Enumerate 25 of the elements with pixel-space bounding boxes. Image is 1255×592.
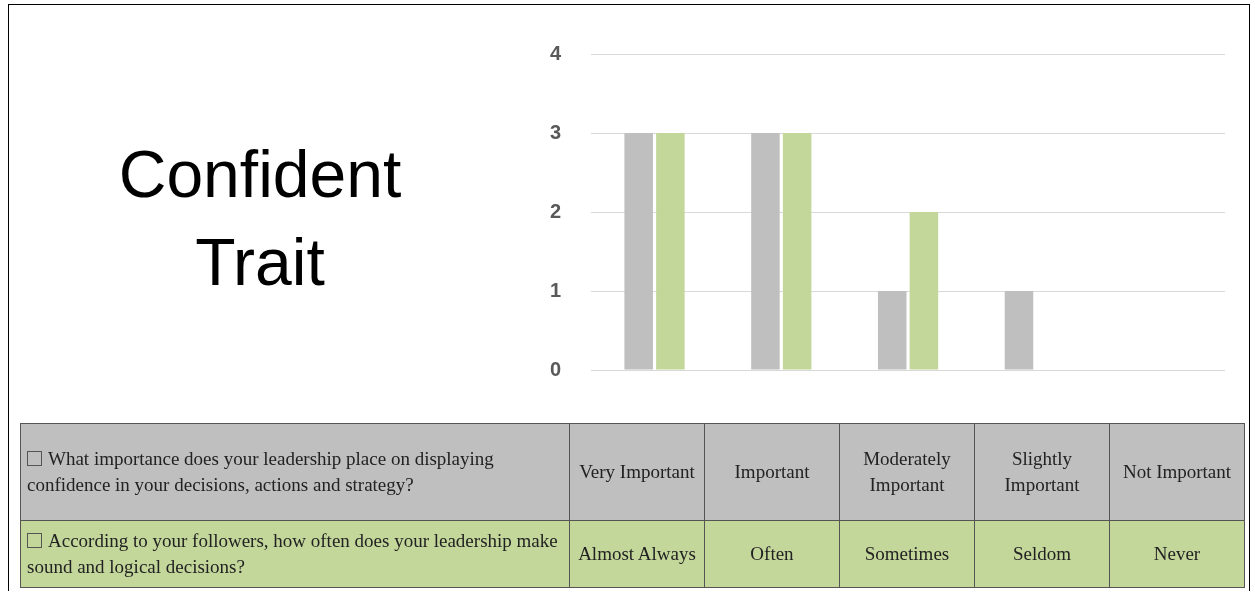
- bar: [624, 133, 653, 370]
- y-tick-label: 0: [550, 357, 562, 380]
- bar: [751, 133, 780, 370]
- bar: [877, 291, 907, 370]
- x-tick-label: Important: [704, 423, 840, 521]
- bar: [1004, 291, 1034, 370]
- x-tick-label: Very Important: [569, 423, 705, 521]
- y-tick-label: 4: [550, 41, 562, 64]
- text: Almost Always: [569, 520, 705, 588]
- x-tick-label: Moderately Important: [839, 423, 975, 521]
- text: Never: [1109, 520, 1245, 588]
- y-tick-label: 2: [550, 199, 562, 222]
- text: Seldom: [974, 520, 1110, 588]
- bar: [656, 133, 685, 370]
- x-tick-label: Not Important: [1109, 423, 1245, 521]
- x-tick-label: Slightly Important: [974, 423, 1110, 521]
- y-tick-label: 1: [550, 278, 562, 301]
- bar: [909, 212, 939, 370]
- text: Confident Trait: [117, 136, 403, 301]
- legend-label: What importance does your leadership place on displaying confidence in your decisions, actions and strategy?: [27, 448, 494, 495]
- y-tick-label: 3: [550, 120, 562, 143]
- bar: [782, 133, 812, 370]
- text: Sometimes: [839, 520, 975, 588]
- text: Often: [704, 520, 840, 588]
- legend-label: According to your followers, how often does your leadership make sound and logical decisions?: [27, 530, 558, 577]
